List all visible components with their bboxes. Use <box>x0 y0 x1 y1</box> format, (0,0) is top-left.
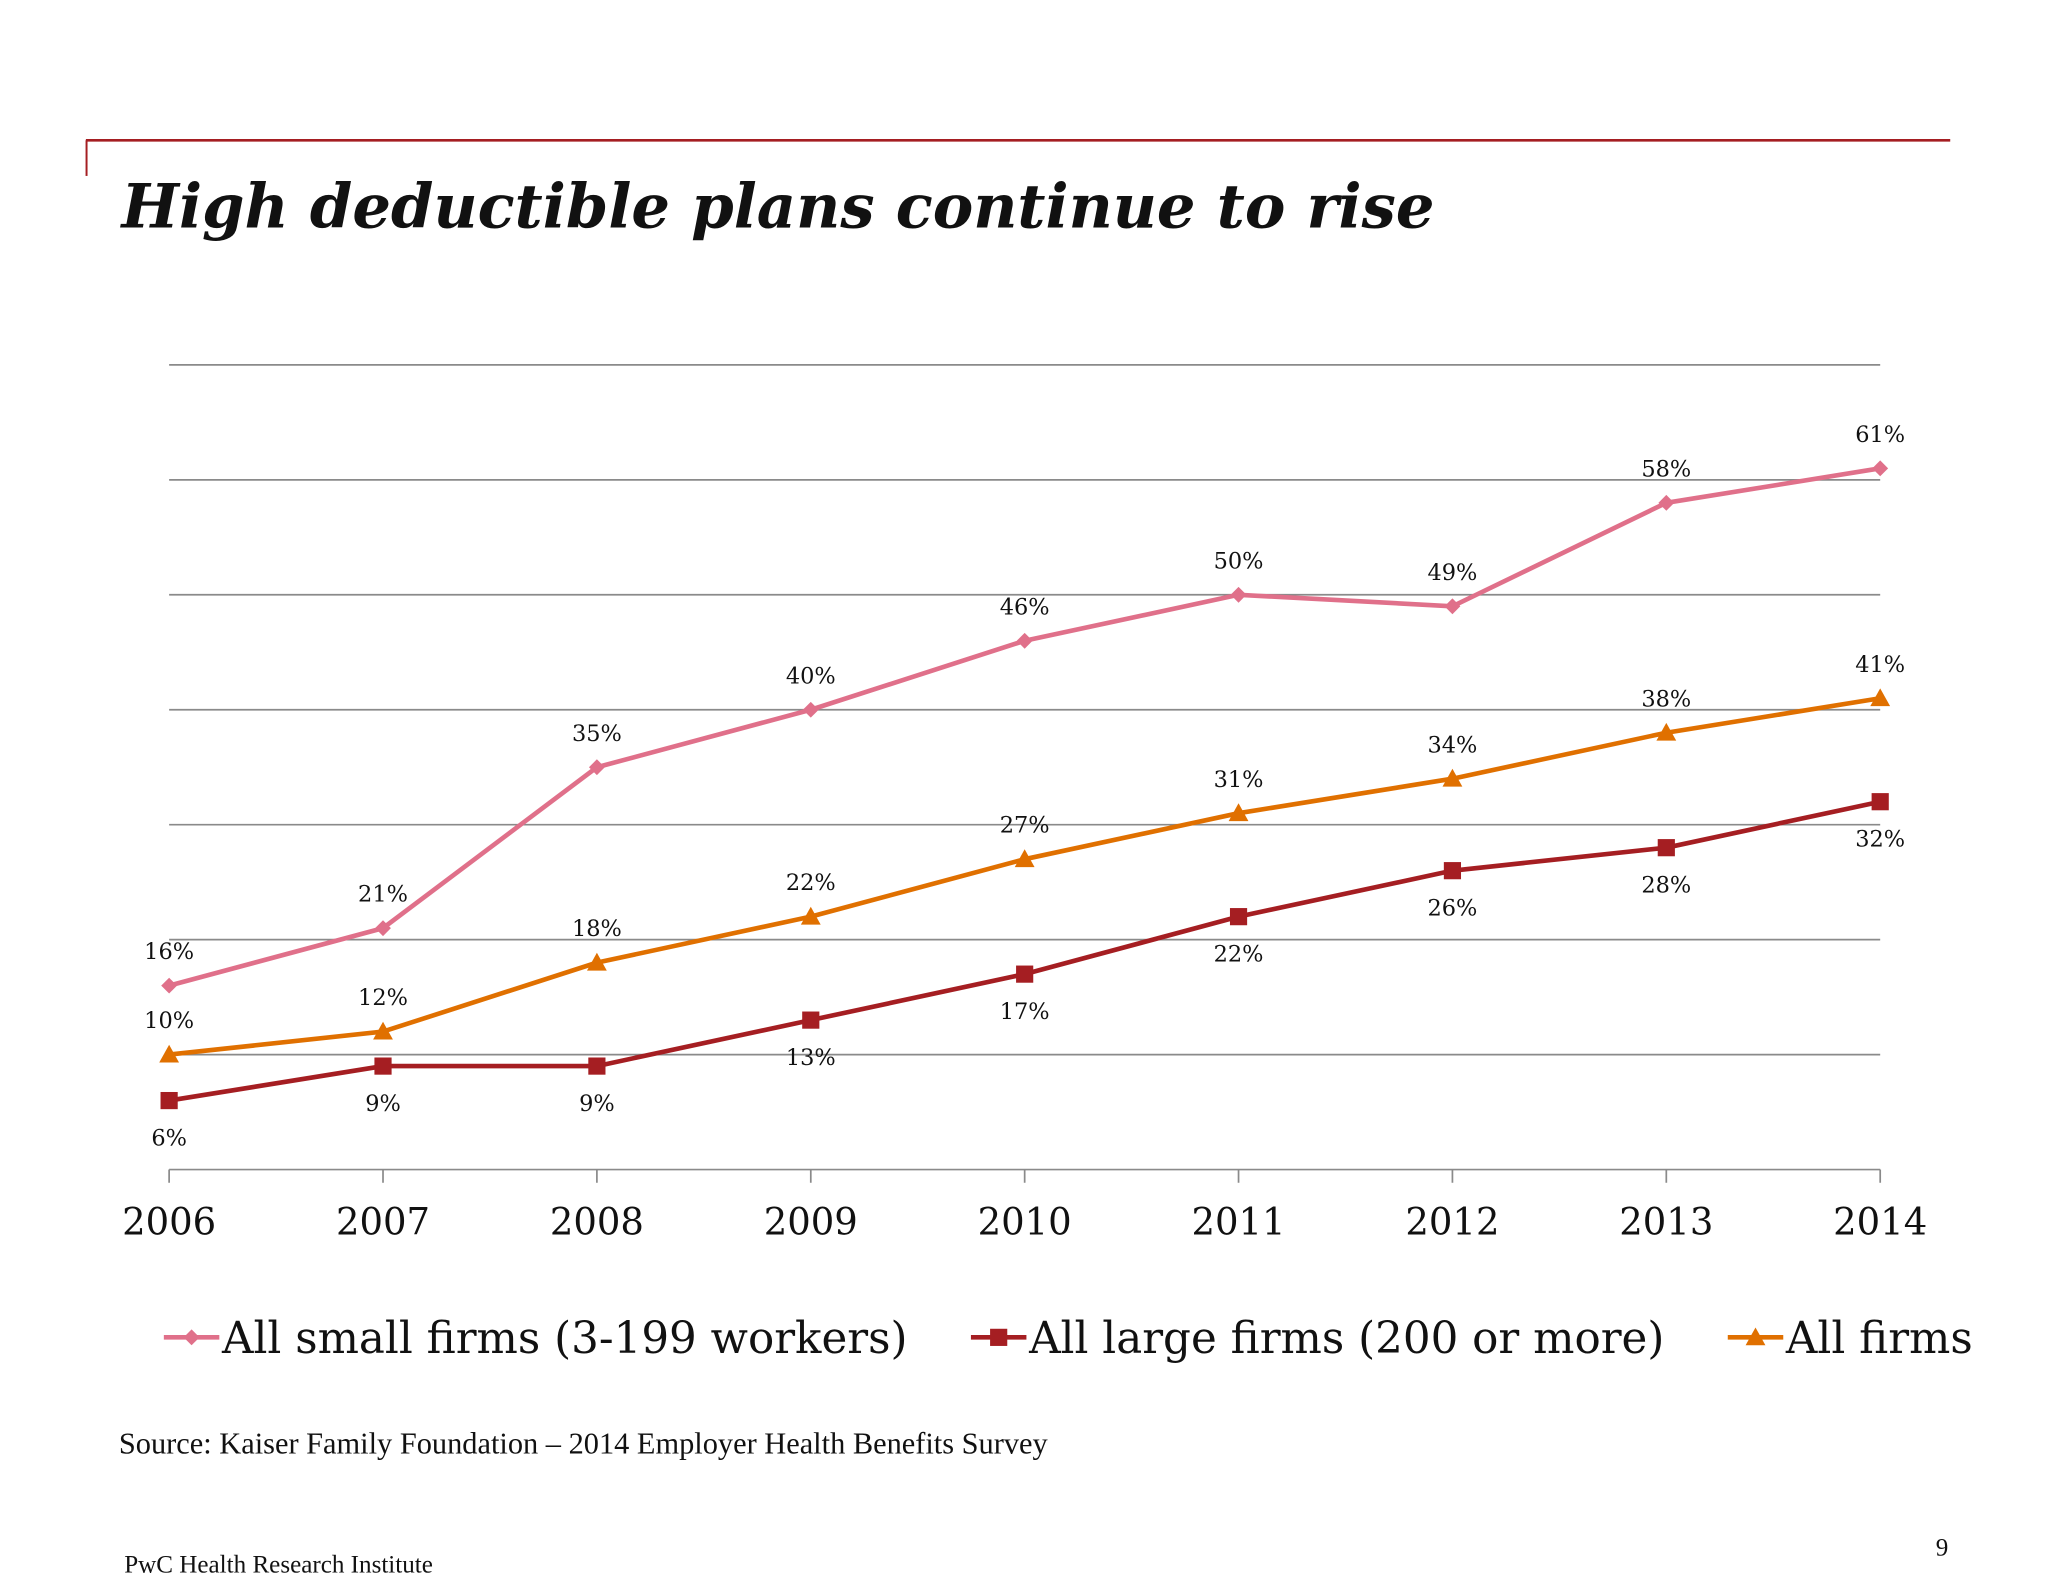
data-label: 9% <box>579 1091 615 1117</box>
data-label: 32% <box>1855 827 1905 853</box>
data-label: 49% <box>1427 560 1477 586</box>
data-label: 28% <box>1641 873 1691 899</box>
square-marker <box>588 1057 606 1075</box>
square-marker <box>374 1057 392 1075</box>
data-label: 31% <box>1214 767 1264 793</box>
square-marker <box>1016 965 1034 983</box>
triangle-marker <box>1656 722 1677 741</box>
square-marker <box>1657 839 1675 857</box>
legend-label: All small firms (3-199 workers) <box>221 1314 908 1364</box>
series-line <box>168 799 1881 1103</box>
data-label: 27% <box>1000 813 1050 839</box>
data-label: 40% <box>786 663 836 689</box>
data-label: 41% <box>1855 652 1905 678</box>
diamond-marker <box>183 1329 200 1346</box>
x-tick-label: 2011 <box>1191 1200 1285 1243</box>
square-marker <box>990 1328 1008 1346</box>
triangle-marker <box>1014 849 1035 868</box>
x-tick-label: 2010 <box>978 1200 1072 1243</box>
diamond-marker <box>375 920 391 937</box>
data-label: 26% <box>1427 896 1477 922</box>
data-label: 12% <box>358 985 408 1011</box>
diamond-marker <box>1230 586 1247 603</box>
triangle-marker <box>800 906 821 925</box>
data-label: 35% <box>572 721 622 747</box>
square-marker <box>1229 908 1248 926</box>
data-label: 10% <box>144 1008 194 1034</box>
data-label: 50% <box>1214 548 1264 574</box>
legend-label: All firms <box>1785 1314 1973 1364</box>
triangle-marker <box>373 1021 393 1040</box>
x-tick-label: 2006 <box>122 1200 216 1243</box>
gridlines <box>169 364 1881 1056</box>
source-note: Source: Kaiser Family Foundation – 2014 … <box>119 1427 1049 1461</box>
diamond-marker <box>161 977 178 994</box>
x-tick-label: 2012 <box>1405 1200 1499 1243</box>
data-label: 58% <box>1641 456 1691 482</box>
x-tick-label: 2013 <box>1619 1200 1713 1243</box>
data-label: 22% <box>1214 942 1264 968</box>
footer-text: PwC Health Research Institute <box>124 1552 433 1579</box>
data-label: 18% <box>572 916 622 942</box>
x-tick-label: 2009 <box>764 1200 858 1243</box>
x-tick-label: 2008 <box>550 1200 644 1243</box>
diamond-marker <box>1658 494 1675 511</box>
triangle-marker <box>159 1044 180 1063</box>
series-group <box>159 460 1891 1110</box>
data-label: 46% <box>1000 594 1050 620</box>
square-marker <box>1443 862 1462 880</box>
data-label: 17% <box>1000 999 1050 1025</box>
diamond-marker <box>1016 632 1033 649</box>
x-tick-label: 2014 <box>1833 1200 1927 1243</box>
series-line <box>168 466 1881 988</box>
triangle-marker <box>1228 803 1249 822</box>
data-labels: 16% 21% 35% 40% 46% 50% 49% 58% 61% 6% 9% 9% 13% 17% 2… <box>144 422 1905 1152</box>
square-marker <box>160 1091 178 1110</box>
legend: All small firms (3-199 workers) All large… <box>163 1314 1973 1364</box>
data-label: 38% <box>1641 686 1691 712</box>
square-marker <box>802 1011 820 1029</box>
slide-title: High deductible plans continue to rise <box>120 171 1435 242</box>
diamond-marker <box>588 759 605 776</box>
triangle-marker <box>1745 1327 1766 1346</box>
diamond-marker <box>802 701 819 718</box>
data-label: 16% <box>144 939 194 965</box>
triangle-marker <box>1442 768 1463 787</box>
data-label: 13% <box>786 1045 836 1071</box>
triangle-marker <box>586 952 607 971</box>
data-label: 9% <box>365 1091 401 1117</box>
x-tick-label: 2007 <box>336 1200 430 1243</box>
diamond-marker <box>1444 598 1461 615</box>
data-label: 21% <box>358 882 408 908</box>
diamond-marker <box>1872 460 1889 477</box>
square-marker <box>1871 793 1889 811</box>
data-label: 61% <box>1855 422 1905 448</box>
data-label: 34% <box>1427 732 1477 758</box>
data-label: 22% <box>786 870 836 896</box>
page-number: 9 <box>1936 1534 1949 1561</box>
data-label: 6% <box>151 1126 187 1152</box>
legend-label: All large firms (200 or more) <box>1028 1314 1664 1364</box>
triangle-marker <box>1870 688 1891 707</box>
x-axis: 2006 2007 2008 2009 2010 2011 2012 2013 2014 <box>122 1168 1927 1243</box>
